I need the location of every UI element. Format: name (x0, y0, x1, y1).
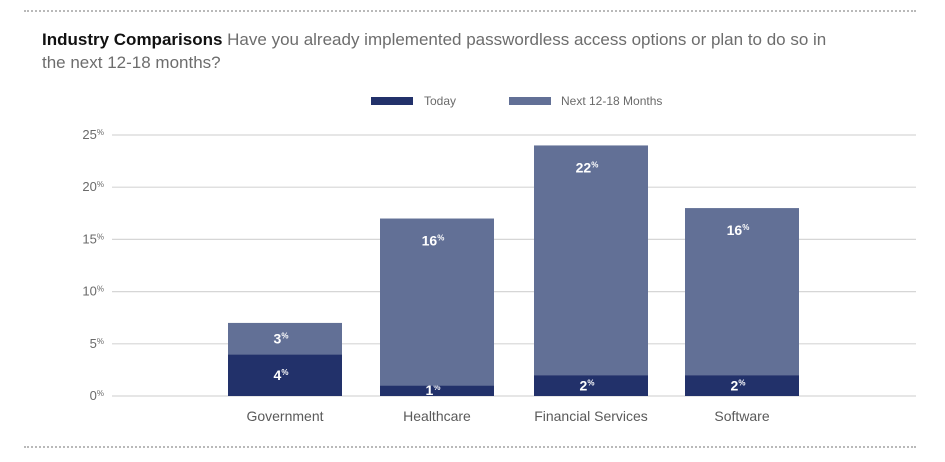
y-tick-label: 10% (82, 284, 104, 299)
x-category-label: Software (714, 408, 769, 424)
y-tick-label: 20% (82, 179, 104, 194)
bar-segment-next (380, 218, 494, 386)
bar-value-label: 3% (274, 331, 289, 347)
bar-value-label: 2% (580, 378, 595, 394)
x-category-label: Government (246, 408, 323, 424)
chart-title: Industry Comparisons Have you already im… (42, 28, 832, 74)
bar-value-label: 22% (576, 159, 599, 175)
bar-segment-today (534, 375, 648, 396)
x-category-label: Healthcare (403, 408, 471, 424)
bar-segment-today (685, 375, 799, 396)
bar-value-label: 1% (426, 382, 441, 398)
bar-value-label: 2% (731, 378, 746, 394)
bar-value-label: 16% (422, 233, 445, 249)
bar-segment-next (228, 322, 342, 355)
x-category-label: Financial Services (534, 408, 648, 424)
chart-question: Have you already implemented passwordles… (42, 30, 827, 72)
y-tick-label: 5% (90, 336, 104, 351)
bar-segment-today (228, 354, 342, 396)
legend-swatch-next (509, 97, 551, 105)
bar-segment-next (534, 145, 648, 376)
bottom-divider (24, 446, 916, 448)
legend-swatch-today (371, 97, 413, 105)
y-tick-label: 25% (82, 127, 104, 142)
y-tick-label: 15% (82, 231, 104, 246)
top-divider (24, 10, 916, 12)
bar-segment-next (685, 208, 799, 376)
y-tick-label: 0% (90, 388, 104, 403)
bar-value-label: 4% (274, 367, 289, 383)
bar-value-label: 16% (727, 222, 750, 238)
chart-title-bold: Industry Comparisons (42, 30, 223, 49)
legend-label-today: Today (424, 94, 456, 108)
legend-label-next: Next 12-18 Months (561, 94, 662, 108)
bar-segment-today (380, 385, 494, 396)
